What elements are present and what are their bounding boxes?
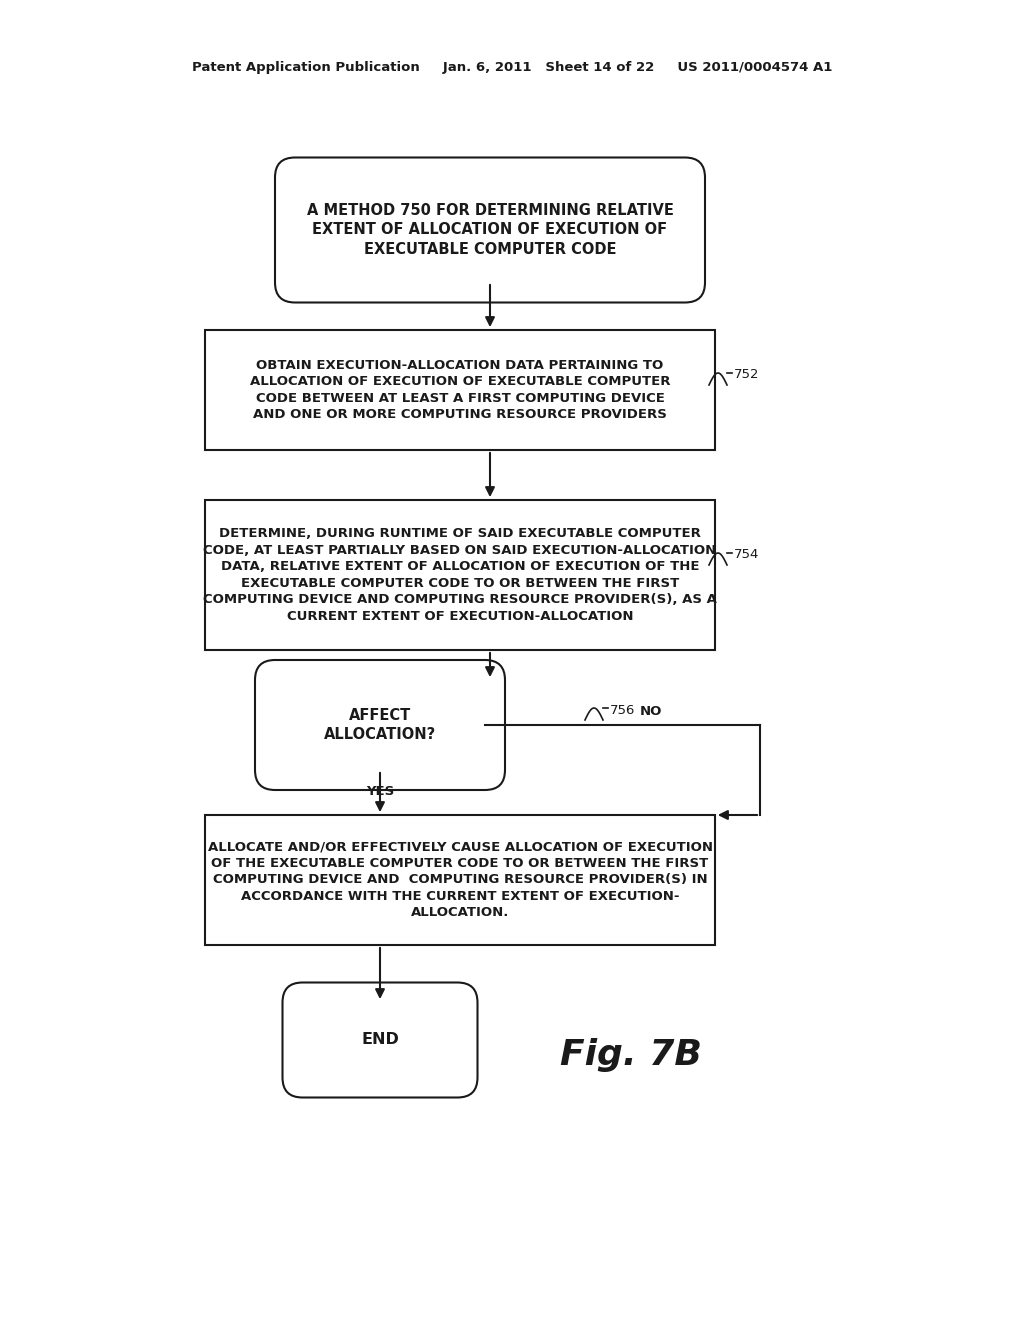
Text: YES: YES [366, 785, 394, 799]
Text: END: END [361, 1032, 399, 1048]
Text: A METHOD 750 FOR DETERMINING RELATIVE
EXTENT OF ALLOCATION OF EXECUTION OF
EXECU: A METHOD 750 FOR DETERMINING RELATIVE EX… [306, 203, 674, 256]
FancyBboxPatch shape [275, 157, 705, 302]
Text: AFFECT
ALLOCATION?: AFFECT ALLOCATION? [324, 708, 436, 742]
Text: DETERMINE, DURING RUNTIME OF SAID EXECUTABLE COMPUTER
CODE, AT LEAST PARTIALLY B: DETERMINE, DURING RUNTIME OF SAID EXECUT… [203, 527, 717, 623]
Text: 754: 754 [734, 549, 760, 561]
Bar [205, 330, 715, 450]
Text: 756: 756 [610, 704, 635, 717]
Bar [205, 500, 715, 649]
Text: 752: 752 [734, 368, 760, 381]
Text: ALLOCATE AND/OR EFFECTIVELY CAUSE ALLOCATION OF EXECUTION
OF THE EXECUTABLE COMP: ALLOCATE AND/OR EFFECTIVELY CAUSE ALLOCA… [208, 841, 713, 920]
Text: OBTAIN EXECUTION-ALLOCATION DATA PERTAINING TO
ALLOCATION OF EXECUTION OF EXECUT: OBTAIN EXECUTION-ALLOCATION DATA PERTAIN… [250, 359, 671, 421]
FancyBboxPatch shape [283, 982, 477, 1097]
Text: Patent Application Publication     Jan. 6, 2011   Sheet 14 of 22     US 2011/000: Patent Application Publication Jan. 6, 2… [191, 62, 833, 74]
Bar [205, 814, 715, 945]
FancyBboxPatch shape [255, 660, 505, 789]
Text: Fig. 7B: Fig. 7B [560, 1038, 701, 1072]
Text: NO: NO [640, 705, 663, 718]
